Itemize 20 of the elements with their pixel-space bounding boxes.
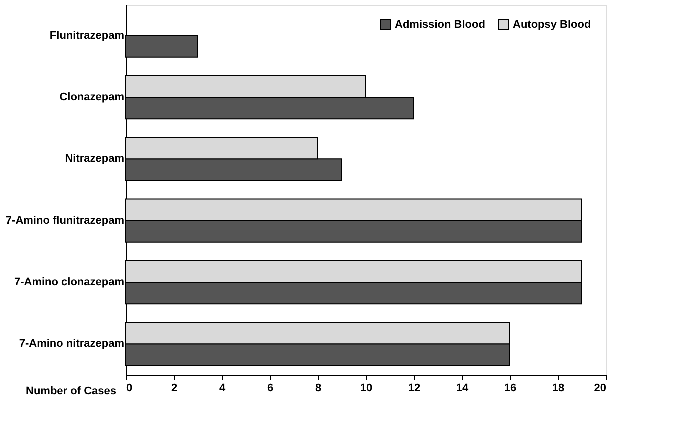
x-tick-label: 16 — [504, 382, 517, 394]
x-tick-label: 10 — [360, 382, 373, 394]
x-tick-label: 18 — [552, 382, 565, 394]
y-tick-label: 7-Amino flunitrazepam — [6, 214, 125, 227]
x-tick-label: 12 — [408, 382, 421, 394]
legend-label: Admission Blood — [395, 18, 486, 31]
x-tick-label: 20 — [594, 382, 606, 394]
x-axis-title: Number of Cases — [26, 386, 116, 398]
x-tick-label: 6 — [267, 382, 274, 394]
x-tick-label: 8 — [315, 382, 322, 394]
x-tick-label: 2 — [171, 382, 178, 394]
y-tick-label: Clonazepam — [60, 92, 125, 104]
y-tick-label: Flunitrazepam — [50, 30, 125, 42]
y-tick-label: 7-Amino nitrazepam — [19, 338, 125, 350]
y-tick-label: 7-Amino clonazepam — [14, 276, 125, 288]
x-tick-label: 14 — [456, 382, 470, 394]
x-tick-label: 4 — [219, 382, 226, 394]
x-tick-label: 0 — [126, 382, 133, 394]
y-tick-label: Nitrazepam — [65, 153, 125, 166]
legend-label: Autopsy Blood — [513, 18, 592, 31]
